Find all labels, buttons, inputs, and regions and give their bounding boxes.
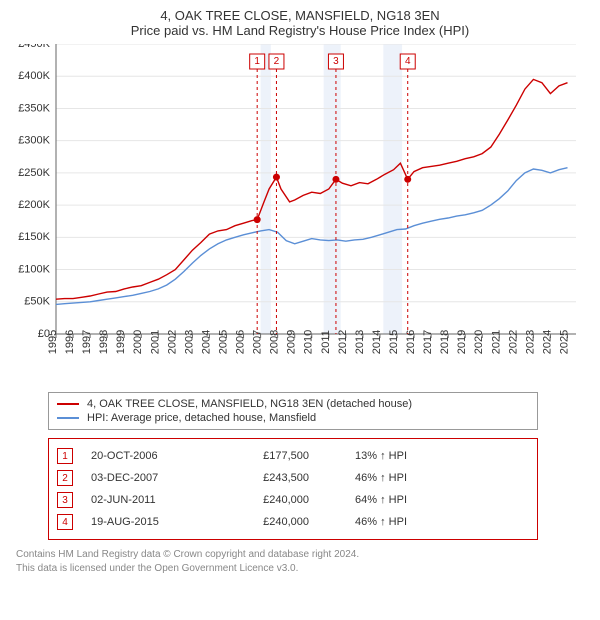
svg-text:2012: 2012 — [337, 330, 349, 354]
svg-text:2024: 2024 — [541, 330, 553, 354]
chart-header: 4, OAK TREE CLOSE, MANSFIELD, NG18 3EN P… — [8, 8, 592, 38]
legend-label-hpi: HPI: Average price, detached house, Mans… — [87, 412, 316, 424]
svg-text:2013: 2013 — [354, 330, 366, 354]
sales-date: 03-DEC-2007 — [91, 472, 201, 484]
svg-text:2009: 2009 — [286, 330, 298, 354]
sales-marker: 2 — [57, 470, 73, 486]
sales-price: £177,500 — [219, 450, 309, 462]
sales-pct: 13% ↑ HPI — [327, 450, 407, 462]
sales-pct: 46% ↑ HPI — [327, 472, 407, 484]
svg-text:1995: 1995 — [47, 330, 59, 354]
sales-date: 20-OCT-2006 — [91, 450, 201, 462]
svg-text:2003: 2003 — [183, 330, 195, 354]
legend-swatch-hpi — [57, 417, 79, 419]
svg-text:2014: 2014 — [371, 330, 383, 354]
legend-label-property: 4, OAK TREE CLOSE, MANSFIELD, NG18 3EN (… — [87, 398, 412, 410]
svg-text:£350K: £350K — [18, 102, 50, 114]
sales-row: 2 03-DEC-2007 £243,500 46% ↑ HPI — [57, 467, 529, 489]
svg-text:2002: 2002 — [166, 330, 178, 354]
svg-text:£450K: £450K — [18, 44, 50, 50]
sales-date: 19-AUG-2015 — [91, 516, 201, 528]
svg-text:£50K: £50K — [24, 296, 50, 308]
svg-text:2011: 2011 — [320, 330, 332, 354]
svg-text:2018: 2018 — [439, 330, 451, 354]
attribution-line1: Contains HM Land Registry data © Crown c… — [16, 548, 592, 562]
legend-item-property: 4, OAK TREE CLOSE, MANSFIELD, NG18 3EN (… — [57, 397, 529, 411]
attribution-line2: This data is licensed under the Open Gov… — [16, 562, 592, 576]
svg-text:1: 1 — [254, 56, 260, 67]
sales-marker: 3 — [57, 492, 73, 508]
sales-marker: 1 — [57, 448, 73, 464]
svg-text:2019: 2019 — [456, 330, 468, 354]
svg-text:1998: 1998 — [98, 330, 110, 354]
chart-container: £0£50K£100K£150K£200K£250K£300K£350K£400… — [8, 44, 592, 384]
svg-text:£400K: £400K — [18, 70, 50, 82]
price-chart: £0£50K£100K£150K£200K£250K£300K£350K£400… — [8, 44, 592, 384]
svg-text:2021: 2021 — [490, 330, 502, 354]
sales-row: 1 20-OCT-2006 £177,500 13% ↑ HPI — [57, 445, 529, 467]
svg-text:4: 4 — [405, 56, 411, 67]
sales-price: £243,500 — [219, 472, 309, 484]
svg-text:2006: 2006 — [235, 330, 247, 354]
legend-item-hpi: HPI: Average price, detached house, Mans… — [57, 411, 529, 425]
sales-row: 4 19-AUG-2015 £240,000 46% ↑ HPI — [57, 511, 529, 533]
svg-text:2025: 2025 — [558, 330, 570, 354]
svg-text:2015: 2015 — [388, 330, 400, 354]
svg-text:2008: 2008 — [269, 330, 281, 354]
svg-text:£150K: £150K — [18, 231, 50, 243]
sales-table: 1 20-OCT-2006 £177,500 13% ↑ HPI 2 03-DEC-200… — [48, 438, 538, 540]
sales-price: £240,000 — [219, 494, 309, 506]
svg-text:3: 3 — [333, 56, 339, 67]
svg-text:2020: 2020 — [473, 330, 485, 354]
svg-text:1996: 1996 — [64, 330, 76, 354]
sales-pct: 64% ↑ HPI — [327, 494, 407, 506]
attribution-block: Contains HM Land Registry data © Crown c… — [16, 548, 592, 575]
svg-text:2017: 2017 — [422, 330, 434, 354]
sales-date: 02-JUN-2011 — [91, 494, 201, 506]
svg-text:2010: 2010 — [303, 330, 315, 354]
header-address: 4, OAK TREE CLOSE, MANSFIELD, NG18 3EN — [8, 8, 592, 23]
svg-text:2000: 2000 — [132, 330, 144, 354]
sales-price: £240,000 — [219, 516, 309, 528]
svg-text:£250K: £250K — [18, 167, 50, 179]
svg-text:1999: 1999 — [115, 330, 127, 354]
svg-text:1997: 1997 — [81, 330, 93, 354]
sales-pct: 46% ↑ HPI — [327, 516, 407, 528]
svg-text:£300K: £300K — [18, 135, 50, 147]
chart-legend: 4, OAK TREE CLOSE, MANSFIELD, NG18 3EN (… — [48, 392, 538, 430]
svg-text:2022: 2022 — [507, 330, 519, 354]
svg-text:£200K: £200K — [18, 199, 50, 211]
sales-row: 3 02-JUN-2011 £240,000 64% ↑ HPI — [57, 489, 529, 511]
svg-text:2: 2 — [274, 56, 280, 67]
svg-text:2016: 2016 — [405, 330, 417, 354]
sales-marker: 4 — [57, 514, 73, 530]
svg-text:2001: 2001 — [149, 330, 161, 354]
svg-text:2004: 2004 — [200, 330, 212, 354]
header-subtitle: Price paid vs. HM Land Registry's House … — [8, 23, 592, 38]
svg-text:2005: 2005 — [217, 330, 229, 354]
legend-swatch-property — [57, 403, 79, 405]
svg-text:2023: 2023 — [524, 330, 536, 354]
svg-text:£100K: £100K — [18, 263, 50, 275]
